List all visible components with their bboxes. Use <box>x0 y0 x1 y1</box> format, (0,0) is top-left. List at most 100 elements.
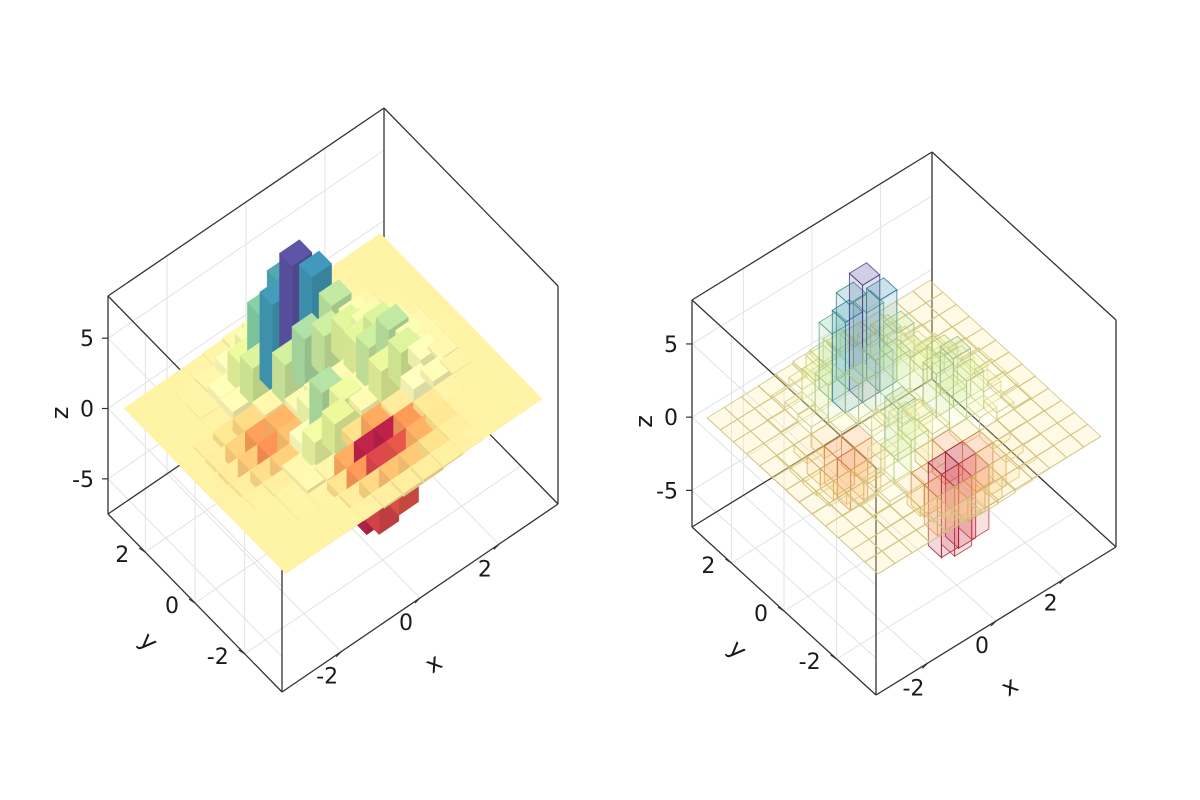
frame-edge <box>691 151 933 301</box>
y-tick-label: 0 <box>754 602 768 627</box>
grid-line <box>691 416 877 586</box>
chart-panel-left: -2 0 2 -2 0 2 -5 0 5 x y z <box>46 107 559 693</box>
bar <box>861 337 894 416</box>
bar-face <box>509 385 543 413</box>
bar-face <box>874 396 907 421</box>
y-tick-label: 2 <box>701 554 715 579</box>
z-axis-label: z <box>46 407 74 420</box>
y-tick-mark <box>725 558 732 564</box>
bar-face <box>965 394 998 419</box>
bar <box>956 352 989 398</box>
frame-edge <box>931 151 1117 321</box>
x-tick-label: -2 <box>316 665 338 690</box>
y-tick-mark <box>777 606 785 612</box>
bar-face <box>1069 423 1102 448</box>
tick-labels: -2 0 2 -2 0 2 -5 0 5 <box>72 327 500 690</box>
bar-face <box>878 337 911 362</box>
bar-face <box>956 352 989 377</box>
grid-line <box>107 478 283 658</box>
y-axis-label: y <box>723 634 753 664</box>
bar-face <box>1000 384 1032 409</box>
bar-face <box>893 470 926 494</box>
grid-line <box>691 341 933 491</box>
z-tick-label: 5 <box>664 333 678 358</box>
y-tick-label: -2 <box>799 650 821 675</box>
z-tick-label: 0 <box>80 398 94 423</box>
bar-face <box>375 303 409 331</box>
bar-face <box>259 291 273 393</box>
bar-face <box>870 404 903 428</box>
x-tick-label: 2 <box>478 557 492 582</box>
frame-edge <box>691 299 877 469</box>
y-tick-label: 0 <box>165 594 179 619</box>
bar-face <box>947 336 980 361</box>
x-tick-mark <box>414 597 421 604</box>
bar-face <box>952 358 985 382</box>
bar-face <box>831 309 846 415</box>
frame-edge <box>383 107 559 287</box>
x-tick-mark <box>922 662 928 669</box>
y-tick-label: -2 <box>207 645 229 670</box>
grid-line <box>244 465 521 655</box>
bar-face <box>439 346 473 374</box>
bar-face <box>982 389 1015 414</box>
bar-face <box>852 289 885 314</box>
bar-face <box>901 398 934 422</box>
bar <box>1069 423 1102 448</box>
x-tick-mark <box>990 620 997 627</box>
bar <box>312 520 346 548</box>
x-tick-label: 0 <box>975 634 989 659</box>
bar-face <box>279 239 313 267</box>
x-axis-label: x <box>996 671 1023 702</box>
bar-face <box>318 279 352 307</box>
chart-panel-right: -2 0 2 -2 0 2 -5 0 5 x y z <box>630 151 1117 702</box>
bar <box>430 439 464 469</box>
bar-face <box>309 366 343 394</box>
z-tick-label: 5 <box>80 327 94 352</box>
bar <box>450 426 484 454</box>
y-tick-mark <box>188 598 196 604</box>
y-tick-mark <box>238 649 246 655</box>
bar-face <box>298 250 332 278</box>
z-tick-label: -5 <box>72 468 94 493</box>
bar-face <box>969 368 1002 393</box>
axis-frame <box>691 151 1117 696</box>
bar-face <box>897 417 930 441</box>
y-axis-label: y <box>134 626 164 656</box>
x-tick-mark <box>335 651 342 658</box>
x-tick-mark <box>1059 578 1065 585</box>
bar-face <box>876 478 908 502</box>
bar-face <box>939 335 972 360</box>
grid-line <box>691 268 933 418</box>
bar-face <box>835 281 868 306</box>
bar <box>897 417 930 475</box>
bars <box>706 262 1102 575</box>
bar-face <box>882 310 915 335</box>
bars <box>123 233 543 574</box>
z-tick-label: -5 <box>656 479 678 504</box>
y-tick-mark <box>138 547 146 553</box>
bar-face <box>986 370 1019 395</box>
grid-line <box>107 220 385 409</box>
grid-line <box>107 408 283 587</box>
grid-line <box>691 195 933 345</box>
y-tick-mark <box>830 654 837 660</box>
bar-face <box>861 337 894 361</box>
frame-edge <box>107 107 385 297</box>
x-tick-label: 0 <box>399 611 413 636</box>
bar <box>982 389 1015 422</box>
x-axis-label: x <box>420 648 447 679</box>
bar-face <box>321 397 355 425</box>
bar-face <box>328 374 362 402</box>
z-tick-label: 0 <box>664 406 678 431</box>
bar <box>509 385 543 413</box>
x-tick-label: -2 <box>902 676 924 701</box>
tick-labels: -2 0 2 -2 0 2 -5 0 5 <box>656 333 1065 701</box>
z-axis-label: z <box>630 415 658 428</box>
y-tick-label: 2 <box>115 543 129 568</box>
grid-line <box>691 490 877 659</box>
x-tick-mark <box>493 543 500 550</box>
bar-face <box>848 262 881 286</box>
bar-face <box>869 313 902 338</box>
